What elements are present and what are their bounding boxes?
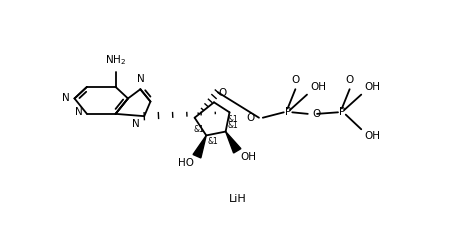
Text: LiH: LiH — [228, 194, 246, 204]
Text: P: P — [285, 107, 291, 117]
Text: O: O — [346, 75, 354, 85]
Text: &1: &1 — [208, 137, 219, 146]
Polygon shape — [193, 135, 206, 158]
Text: O: O — [312, 109, 320, 119]
Text: HO: HO — [178, 158, 194, 168]
Text: OH: OH — [240, 152, 256, 162]
Text: OH: OH — [310, 82, 326, 92]
Text: N: N — [75, 107, 82, 117]
Text: OH: OH — [364, 82, 380, 92]
Text: &1: &1 — [227, 121, 238, 130]
Text: &1: &1 — [228, 115, 239, 124]
Text: NH$_2$: NH$_2$ — [105, 53, 126, 67]
Text: N: N — [136, 74, 144, 84]
Text: O: O — [291, 75, 300, 85]
Text: N: N — [62, 94, 70, 104]
Text: P: P — [339, 107, 345, 117]
Text: &1: &1 — [194, 125, 205, 134]
Text: N: N — [132, 119, 140, 129]
Polygon shape — [226, 131, 241, 153]
Text: O: O — [247, 113, 255, 123]
Text: OH: OH — [364, 131, 380, 141]
Text: O: O — [218, 88, 226, 98]
